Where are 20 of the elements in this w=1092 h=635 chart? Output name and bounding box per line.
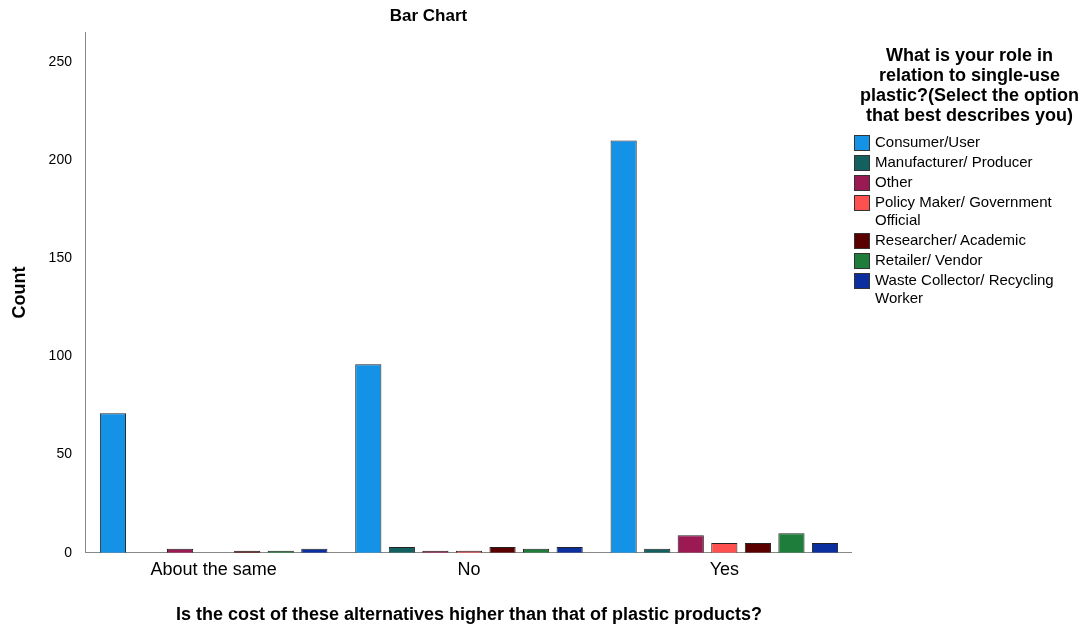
y-axis-title: Count: [8, 266, 29, 319]
x-tick-label: No: [457, 558, 481, 579]
x-tick-label: Yes: [709, 558, 740, 579]
legend-label: Manufacturer/ Producer: [875, 153, 1033, 171]
y-tick-label: 0: [64, 543, 73, 560]
legend-label: Other: [875, 173, 913, 191]
chart-title: Bar Chart: [389, 5, 468, 25]
legend-title: What is your role in relation to single-use plastic?(Select the option that best describes you): [859, 45, 1080, 125]
x-axis-title: Is the cost of these alternatives higher than that of plastic products?: [175, 604, 763, 625]
legend-label: Consumer/User: [875, 133, 981, 151]
y-tick-label: 250: [48, 52, 73, 69]
y-tick-label: 150: [48, 249, 73, 266]
legend-label: Waste Collector/ Recycling Worker: [875, 271, 1055, 307]
y-tick-label: 100: [48, 347, 73, 364]
legend-label: Researcher/ Academic: [875, 231, 1026, 249]
y-tick-label: 200: [48, 150, 73, 167]
legend-label: Retailer/ Vendor: [875, 251, 983, 269]
x-tick-label: About the same: [150, 558, 277, 579]
y-tick-label: 50: [56, 445, 73, 462]
legend-label: Policy Maker/ Government Official: [875, 193, 1053, 229]
